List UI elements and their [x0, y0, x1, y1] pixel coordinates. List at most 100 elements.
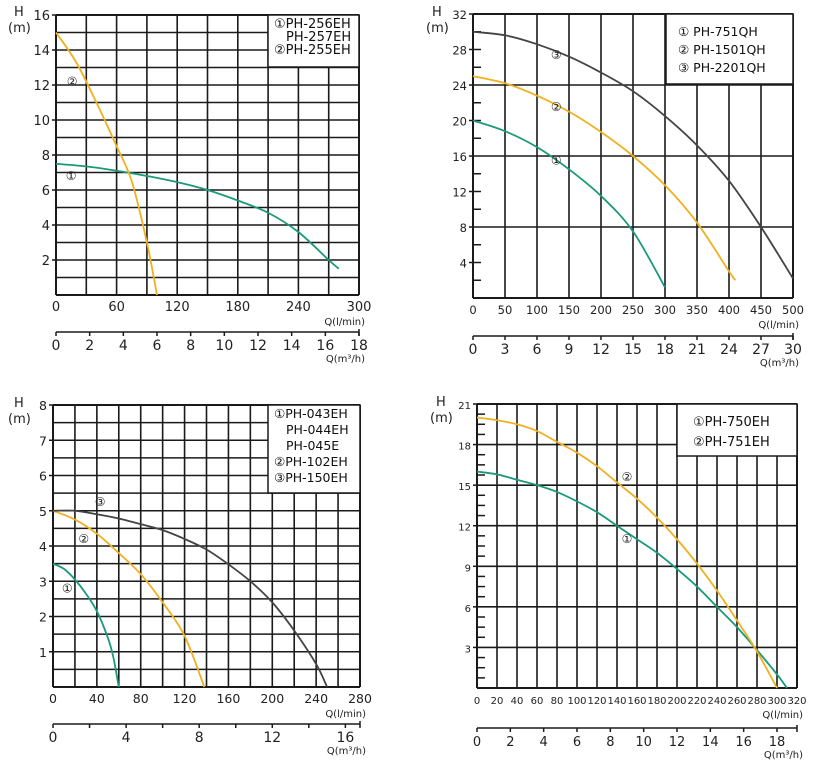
legend-entry: ②PH-751EH — [693, 435, 770, 450]
y-axis-label: H — [432, 5, 442, 20]
secondary-tick-label: 18 — [769, 735, 786, 750]
y-tick-label: 3 — [39, 574, 47, 589]
legend-entry: PH-044EH — [286, 422, 349, 437]
secondary-x-axis: 0 3 6 9 12 15 18 21 24 27 30Q(m³/h) — [469, 333, 802, 369]
series-marker: ② — [78, 532, 89, 546]
secondary-tick-label: 8 — [186, 338, 195, 354]
secondary-tick-label: 18 — [350, 338, 368, 354]
secondary-tick-label: 12 — [249, 338, 267, 354]
series-marker: ① — [66, 169, 77, 183]
secondary-tick-label: 0 — [473, 735, 481, 750]
x-tick-label: 280 — [747, 696, 766, 707]
x-tick-label: 40 — [511, 696, 524, 707]
x-tick-label: 200 — [590, 303, 612, 317]
x-tick-label: 80 — [551, 696, 564, 707]
secondary-tick-label: 6 — [573, 735, 581, 750]
series-marker: ① — [622, 532, 633, 546]
y-tick-label: 4 — [42, 219, 50, 234]
x-tick-label: 320 — [787, 696, 806, 707]
legend-entry: ②PH-102EH — [274, 454, 348, 469]
legend-entry: ③PH-150EH — [274, 470, 348, 485]
y-tick-label: 4 — [460, 257, 467, 271]
x-tick-label: 80 — [133, 691, 149, 706]
y-tick-label: 24 — [452, 79, 467, 93]
secondary-tick-label: 0 — [49, 730, 58, 746]
x-tick-label: 300 — [767, 696, 786, 707]
x-tick-label: 100 — [567, 696, 586, 707]
y-tick-label: 8 — [460, 221, 467, 235]
secondary-tick-label: 30 — [784, 342, 802, 358]
y-tick-label: 14 — [33, 44, 50, 59]
x-axis-label: Q(l/min) — [324, 317, 365, 328]
x-tick-label: 200 — [260, 691, 284, 706]
series-marker: ③ — [551, 48, 562, 62]
legend-entry: ①PH-750EH — [693, 415, 770, 430]
secondary-axis-label: Q(m³/h) — [764, 750, 803, 761]
series-curve-1 — [52, 562, 120, 688]
x-axis-label: Q(l/min) — [762, 710, 803, 721]
y-axis-unit: (m) — [426, 21, 449, 36]
y-tick-label: 2 — [39, 610, 47, 625]
legend-entry: ①PH-043EH — [274, 406, 348, 421]
secondary-tick-label: 6 — [153, 338, 162, 354]
legend: ①PH-750EH ②PH-751EH — [676, 403, 798, 457]
y-tick-label: 3 — [465, 644, 471, 655]
x-tick-label: 100 — [526, 303, 548, 317]
series-marker: ① — [551, 153, 562, 167]
y-tick-label: 28 — [452, 44, 467, 58]
y-tick-label: 6 — [39, 469, 47, 484]
series-marker: ② — [622, 470, 633, 484]
y-tick-label: 7 — [39, 433, 47, 448]
x-tick-label: 180 — [647, 696, 666, 707]
secondary-x-axis: 0 2 4 6 8 10 12 14 16 18Q(m³/h) — [473, 725, 803, 761]
x-tick-label: 0 — [474, 696, 480, 707]
x-tick-label: 260 — [727, 696, 746, 707]
y-tick-label: 8 — [42, 149, 50, 164]
secondary-x-axis: 0 2 4 6 8 10 12 14 16 18Q(m³/h) — [52, 329, 368, 365]
secondary-tick-label: 4 — [122, 730, 131, 746]
x-tick-label: 200 — [667, 696, 686, 707]
y-axis-unit: (m) — [430, 411, 453, 426]
secondary-axis-label: Q(m³/h) — [760, 358, 799, 369]
x-tick-label: 140 — [607, 696, 626, 707]
legend-entry: PH-257EH — [286, 30, 351, 45]
y-axis-label: H — [14, 396, 24, 411]
x-tick-label: 120 — [587, 696, 606, 707]
chart-2: ① PH-751QH ② PH-1501QH ③ PH-2201QH H(m) 4 8 12… — [426, 5, 804, 369]
x-tick-label: 120 — [165, 300, 190, 315]
x-tick-label: 40 — [89, 691, 105, 706]
secondary-tick-label: 2 — [506, 735, 514, 750]
y-tick-label: 12 — [458, 523, 471, 534]
legend-box — [267, 404, 361, 494]
secondary-tick-label: 16 — [735, 735, 752, 750]
secondary-tick-label: 2 — [85, 338, 94, 354]
x-axis-label: Q(l/min) — [758, 320, 799, 331]
x-tick-label: 120 — [173, 691, 197, 706]
legend-box — [267, 14, 360, 68]
y-tick-label: 16 — [33, 9, 50, 24]
secondary-tick-label: 0 — [469, 342, 478, 358]
secondary-tick-label: 8 — [195, 730, 204, 746]
series-curve-1 — [476, 470, 788, 689]
x-tick-label: 60 — [531, 696, 544, 707]
y-tick-label: 16 — [452, 150, 467, 164]
secondary-tick-label: 12 — [669, 735, 686, 750]
x-tick-label: 0 — [49, 691, 57, 706]
series-curve-2 — [472, 75, 737, 281]
x-tick-label: 240 — [286, 300, 311, 315]
y-tick-label: 21 — [458, 401, 471, 412]
secondary-tick-label: 3 — [501, 342, 510, 358]
x-tick-label: 60 — [108, 300, 125, 315]
series-curve-2 — [476, 416, 778, 689]
x-tick-label: 180 — [225, 300, 250, 315]
y-tick-label: 12 — [33, 79, 50, 94]
y-tick-label: 2 — [42, 254, 50, 269]
series-marker: ② — [551, 100, 562, 114]
secondary-tick-label: 16 — [336, 730, 354, 746]
secondary-tick-label: 21 — [688, 342, 706, 358]
secondary-tick-label: 14 — [283, 338, 301, 354]
y-axis-label: H — [436, 395, 446, 410]
x-tick-label: 150 — [558, 303, 580, 317]
secondary-tick-label: 14 — [702, 735, 719, 750]
